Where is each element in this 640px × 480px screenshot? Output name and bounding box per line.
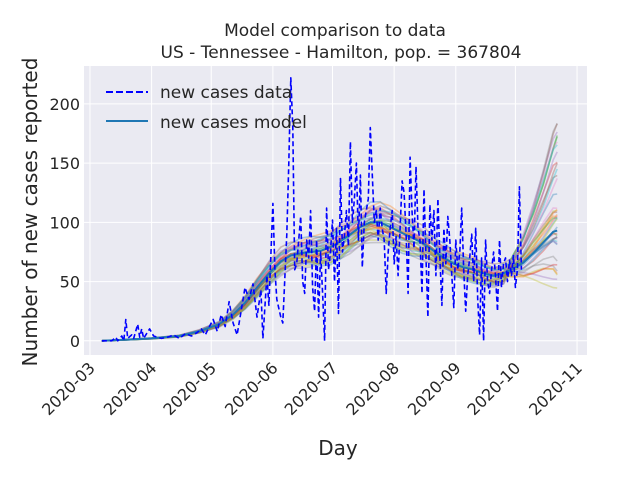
ensemble-run-line [101,218,558,342]
ensemble-run-line [101,135,558,342]
ensemble-run-line [101,226,558,342]
y-axis-label: Number of new cases reported [18,58,42,367]
y-tick-labels: 0 50 100 150 200 [49,95,80,351]
x-tick-label: 2020-06 [221,358,282,419]
x-tick-label: 2020-08 [342,358,403,419]
plot-content [101,77,558,342]
ensemble-run-line [101,217,558,342]
x-tick-label: 2020-03 [38,358,99,419]
plot-area [84,66,587,355]
legend-label-data: new cases data [160,83,292,103]
ensemble-run-line [101,233,558,342]
ensemble-run-line [101,123,558,342]
x-tick-label: 2020-11 [525,358,586,419]
ensemble-run-line [101,123,558,342]
x-tick-label: 2020-09 [404,358,465,419]
ensemble-run-line [101,209,558,342]
y-tick-label: 200 [49,95,80,114]
ensemble-run-line [101,151,558,342]
x-tick-label: 2020-07 [281,358,342,419]
title-block: Model comparison to data US - Tennessee … [161,21,522,63]
ensemble-run-line [101,131,558,342]
y-tick-label: 100 [49,213,80,232]
x-tick-label: 2020-10 [464,358,525,419]
grid [84,66,587,355]
series-line-data [101,77,523,342]
ensemble-run-line [101,200,558,342]
legend: new cases data new cases model [106,83,307,133]
x-tick-label: 2020-04 [100,358,161,419]
ensemble-run-line [101,214,558,342]
y-tick-label: 50 [60,273,80,292]
x-tick-label: 2020-05 [159,358,220,419]
legend-label-model: new cases model [160,113,307,133]
ensemble-run-line [101,161,558,342]
y-tick-label: 0 [70,332,80,351]
x-axis-label: Day [318,436,358,460]
series-line-model [101,221,558,342]
ensemble-run-line [101,174,558,342]
chart-subtitle: US - Tennessee - Hamilton, pop. = 367804 [161,43,522,63]
ensemble-run-line [101,162,558,342]
y-tick-label: 150 [49,154,80,173]
ensemble-run-line [101,214,558,342]
chart-title: Model comparison to data [224,21,446,41]
ensemble-run-line [101,231,558,342]
series-lines [101,77,558,342]
